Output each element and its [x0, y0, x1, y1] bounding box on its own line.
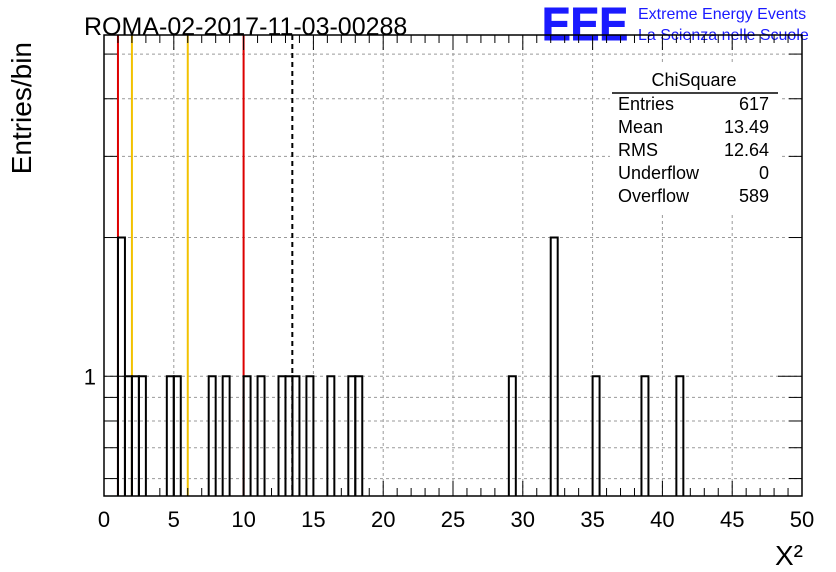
run-title: ROMA-02-2017-11-03-00288: [84, 13, 407, 41]
stats-row-value: 589: [739, 186, 769, 206]
stats-row: Mean 13.49: [618, 117, 769, 137]
stats-box: ChiSquare Entries 617 Mean 13.49 RMS 12.64 Und…: [610, 64, 780, 214]
stats-row-value: 617: [739, 94, 769, 114]
histogram-bin: [256, 375, 266, 496]
histogram-bin: [675, 375, 685, 496]
histogram-bin: [116, 236, 126, 496]
stats-row-label: Entries: [618, 94, 674, 114]
histogram-bin: [207, 375, 217, 496]
histogram-bin: [305, 375, 315, 496]
stats-row: RMS 12.64: [618, 140, 769, 160]
stats-box-background: [610, 64, 780, 214]
x-tick-label: 0: [98, 507, 110, 532]
x-tick-label: 10: [231, 507, 255, 532]
eee-logo-line1: Extreme Energy Events: [638, 6, 806, 23]
stats-row: Entries 617: [618, 94, 769, 114]
histogram-bin: [326, 375, 336, 496]
x-tick-label: 15: [301, 507, 325, 532]
histogram-bin: [137, 375, 147, 496]
reference-lines: [116, 35, 294, 496]
x-tick-label: 35: [580, 507, 604, 532]
histogram-bin: [277, 375, 287, 496]
histogram-bin: [347, 375, 357, 496]
histogram-bin: [172, 375, 182, 496]
stats-row: Underflow 0: [618, 163, 769, 183]
eee-logo: EEE Extreme Energy Events La Scienza nel…: [542, 0, 809, 51]
x-tick-label: 20: [371, 507, 395, 532]
histogram-bin: [242, 375, 252, 496]
stats-row-label: Underflow: [618, 163, 700, 183]
y-tick-label: 1: [84, 364, 96, 389]
x-axis-title: X²: [775, 540, 803, 571]
x-tick-label: 25: [441, 507, 465, 532]
histogram-bin: [291, 375, 301, 496]
stats-row-value: 0: [759, 163, 769, 183]
x-tick-label: 45: [720, 507, 744, 532]
histogram-bin: [507, 375, 517, 496]
stats-row-label: Mean: [618, 117, 663, 137]
stats-row-label: Overflow: [618, 186, 690, 206]
axes: 0 5 10 15 20 25 30 35 40 45 50 1: [84, 34, 814, 532]
x-tick-label: 50: [790, 507, 814, 532]
x-tick-label: 30: [511, 507, 535, 532]
stats-box-title: ChiSquare: [651, 70, 736, 90]
stats-row: Overflow 589: [618, 186, 769, 206]
y-axis-title: Entries/bin: [6, 42, 37, 174]
histogram-bin: [549, 236, 559, 496]
histogram-bin: [640, 375, 650, 496]
x-tick-label: 40: [650, 507, 674, 532]
histogram-bin: [165, 375, 175, 496]
x-tick-label: 5: [168, 507, 180, 532]
histogram: [116, 236, 685, 496]
histogram-bin: [221, 375, 231, 496]
stats-row-value: 12.64: [724, 140, 769, 160]
histogram-bin: [591, 375, 601, 496]
stats-row-label: RMS: [618, 140, 658, 160]
histogram-bin: [130, 375, 140, 496]
stats-row-value: 13.49: [724, 117, 769, 137]
eee-logo-mark: EEE: [542, 0, 628, 50]
histogram-bin: [123, 375, 133, 496]
histogram-bin: [354, 375, 364, 496]
